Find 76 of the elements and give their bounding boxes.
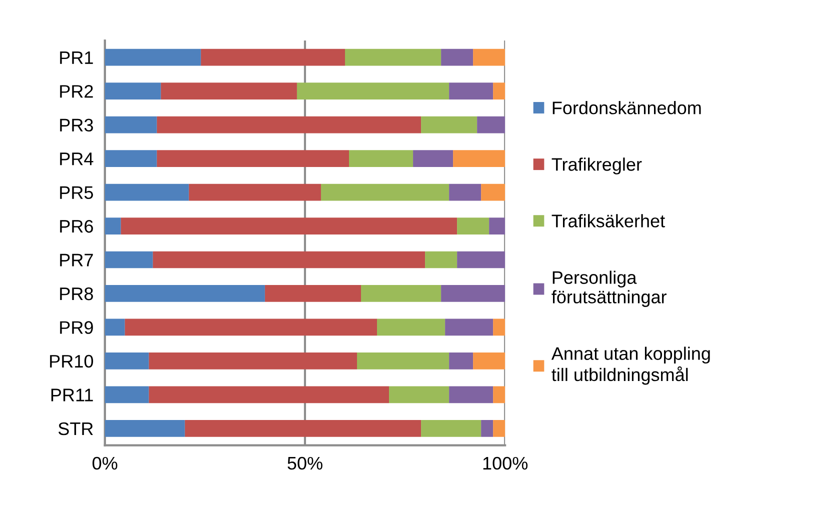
bar (152, 251, 426, 268)
legend-label: Trafiksäkerhet (552, 214, 665, 228)
bar (296, 82, 450, 100)
bar (493, 420, 506, 437)
bar (449, 184, 482, 201)
legend-label: Trafikregler (552, 158, 642, 174)
bar (413, 150, 454, 167)
bar (449, 386, 494, 404)
bar (188, 184, 321, 201)
bar (104, 318, 125, 336)
bar (477, 116, 506, 134)
bar (148, 386, 390, 404)
bar (421, 116, 478, 134)
bar (104, 150, 157, 167)
x-tick-label: 100% (483, 456, 528, 470)
bar (104, 420, 185, 437)
bar (449, 82, 494, 100)
bar (104, 82, 161, 100)
bar (104, 184, 189, 201)
y-tick-label: PR2 (60, 85, 93, 98)
bar (104, 285, 265, 302)
bar (104, 386, 149, 404)
bar (148, 352, 358, 370)
bar (389, 386, 450, 404)
y-tick-label: PR4 (60, 152, 94, 166)
bar (481, 420, 494, 437)
bar (425, 251, 458, 268)
y-tick-label: PR7 (60, 254, 93, 266)
y-tick-label: STR (58, 422, 93, 436)
bar (473, 352, 506, 370)
y-tick-label: PR6 (60, 220, 93, 233)
bar (361, 285, 442, 302)
bar (156, 150, 349, 167)
bar (441, 285, 506, 302)
legend-label: Personliga förutsättningar (552, 270, 667, 307)
bar (493, 386, 506, 404)
bar (377, 318, 446, 336)
legend-label: Fordonskännedom (552, 101, 701, 114)
y-tick-label: PR11 (51, 388, 93, 402)
bar (160, 82, 297, 100)
bar (104, 48, 201, 66)
bar (489, 218, 506, 234)
bar (104, 352, 149, 370)
bar (441, 48, 474, 66)
bar (445, 318, 494, 336)
bar (481, 184, 506, 201)
bar (357, 352, 450, 370)
bar (264, 285, 362, 302)
bar (320, 184, 450, 201)
bar (184, 420, 422, 437)
bar (104, 116, 157, 134)
bar (421, 420, 482, 437)
bar (449, 352, 474, 370)
bar (457, 218, 490, 234)
bar (349, 150, 414, 167)
bar (493, 82, 506, 100)
legend-label: Annat utan koppling till utbildningsmål (551, 346, 710, 385)
bar (104, 218, 121, 234)
y-tick-label: PR3 (60, 118, 93, 132)
bar (344, 48, 442, 66)
bar (124, 318, 378, 336)
bar (200, 48, 345, 66)
bar (120, 218, 458, 234)
bar (457, 251, 506, 268)
x-tick-label: 0% (92, 456, 118, 470)
bar (104, 251, 153, 268)
bar (493, 318, 506, 336)
y-tick-label: PR1 (60, 51, 93, 64)
x-tick-label: 50% (288, 456, 322, 470)
y-tick-label: PR9 (60, 321, 93, 334)
bar (473, 48, 506, 66)
y-tick-label: PR10 (50, 354, 94, 368)
y-tick-label: PR8 (60, 287, 93, 300)
bar (453, 150, 506, 167)
bar (156, 116, 422, 134)
y-tick-label: PR5 (60, 186, 94, 199)
